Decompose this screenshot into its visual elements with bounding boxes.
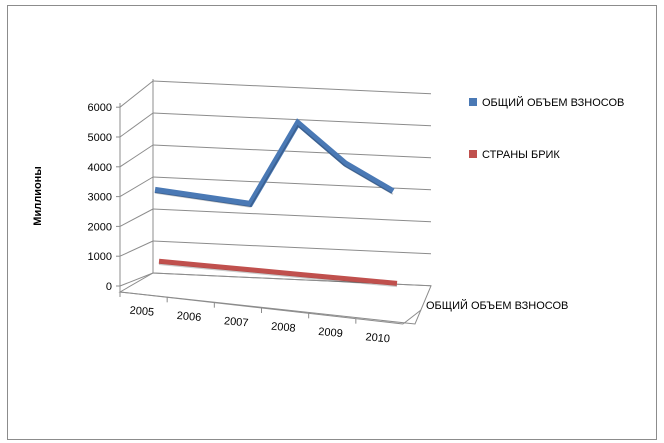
depth-axis-label: ОБЩИЙ ОБЪЕМ ВЗНОСОВ [426,299,568,312]
gridline-side [119,112,154,138]
legend-swatch [469,98,477,106]
y-tick-label: 2000 [88,221,112,233]
gridline [152,112,432,127]
gridline-side [119,272,154,287]
legend: ОБЩИЙ ОБЪЕМ ВЗНОСОВ СТРАНЫ БРИК [469,96,624,161]
depth-axis-line [402,309,422,325]
y-tick-label: 6000 [88,102,112,114]
gridline [152,80,432,95]
series-line [158,258,398,286]
x-tick-labels: 2005 2006 2007 2008 2009 2010 [119,292,390,345]
series-line-shadow [154,124,394,208]
gridline-side [119,144,154,168]
x-tick-label: 2005 [129,305,154,319]
y-tick-label: 0 [106,281,112,293]
y-tick-label: 1000 [88,251,112,263]
gridline-side [119,176,154,198]
gridline [152,240,432,255]
y-tick-label: 3000 [88,192,112,204]
gridline-side [119,240,154,257]
x-tick-label: 2007 [223,315,248,329]
x-tick-label: 2008 [271,321,296,335]
x-tick-label: 2006 [176,310,201,324]
y-tick-label: 4000 [88,162,112,174]
x-tick-label: 2009 [318,326,343,340]
series-lines [154,118,398,288]
gridline [152,144,432,159]
y-tick-labels: 0 1000 2000 3000 4000 5000 6000 [88,102,112,293]
y-tick-label: 5000 [88,132,112,144]
legend-label: ОБЩИЙ ОБЪЕМ ВЗНОСОВ [482,96,624,109]
legend-label: СТРАНЫ БРИК [482,149,560,161]
gridline-side [119,208,154,227]
gridline-side [119,80,154,108]
chart-frame: 0 1000 2000 3000 4000 5000 6000 2005 2006 2007 20… [7,5,657,440]
x-tick-label: 2010 [365,331,390,345]
chart-walls [118,79,432,325]
legend-swatch [469,150,477,158]
series-line-shadow [158,263,398,288]
y-axis-label: Миллионы [32,166,44,225]
series-line [154,118,395,208]
gridline [152,208,432,223]
